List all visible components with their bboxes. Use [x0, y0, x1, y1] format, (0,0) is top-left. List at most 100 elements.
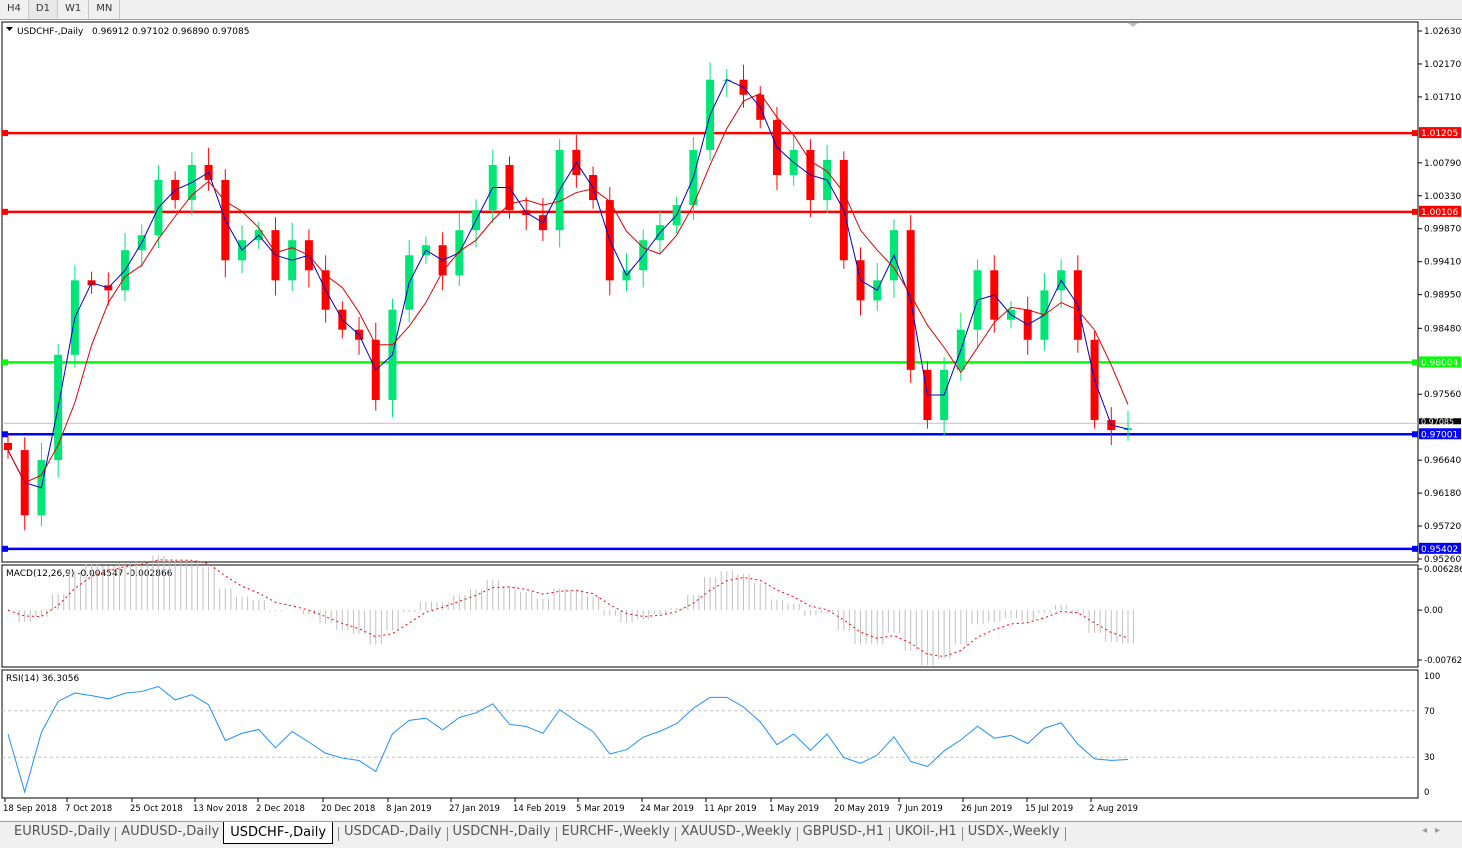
- line-handle: [1412, 208, 1418, 215]
- date-tick-label: 5 Mar 2019: [576, 804, 624, 814]
- line-handle: [2, 431, 8, 438]
- line-handle: [2, 359, 8, 366]
- tab-separator: [446, 827, 448, 841]
- timeframe-toolbar: H4 D1 W1 MN: [0, 0, 1462, 20]
- price-tick-label: 0.99870: [1424, 225, 1461, 235]
- line-handle: [1412, 545, 1418, 552]
- level-price-label: 0.95402: [1421, 545, 1458, 555]
- macd-tick-label: -0.00762: [1424, 656, 1462, 666]
- price-tick-label: 0.98480: [1424, 324, 1461, 334]
- price-tick-label: 0.97560: [1424, 390, 1461, 400]
- date-tick-label: 26 Jun 2019: [961, 804, 1012, 814]
- price-label-bg: [1419, 127, 1461, 139]
- date-tick-label: 2 Aug 2019: [1089, 804, 1138, 814]
- price-tick-label: 0.96180: [1424, 489, 1461, 499]
- chart-tabs: EURUSD-,Daily AUDUSD-,Daily USDCHF-,Daily U…: [0, 821, 1462, 848]
- date-tick-label: 15 Jul 2019: [1025, 804, 1073, 814]
- price-label-bg: [1419, 205, 1461, 217]
- level-price-label: 1.01205: [1421, 129, 1458, 139]
- date-tick-label: 11 Apr 2019: [704, 804, 757, 814]
- macd-header: MACD(12,26,9) -0.004547 -0.002866: [6, 569, 173, 579]
- date-tick-label: 7 Oct 2018: [65, 804, 112, 814]
- bear-candle: [4, 442, 12, 451]
- symbol-header: USDCHF-,Daily: [17, 27, 84, 37]
- date-tick-label: 20 Dec 2018: [321, 804, 375, 814]
- chart-tab[interactable]: XAUUSD-,Weekly: [680, 824, 792, 839]
- main-panel-frame: [1, 21, 1419, 563]
- date-tick-label: 14 Feb 2019: [513, 804, 566, 814]
- tab-separator: [338, 827, 340, 841]
- price-chart[interactable]: 1.02630 1.02170 1.01710 1.00790 1.00330 0.998…: [0, 20, 1462, 820]
- chart-tab[interactable]: USDCAD-,Daily: [344, 824, 442, 839]
- timeframe-h4[interactable]: H4: [0, 0, 29, 19]
- shift-marker-icon: [1128, 23, 1138, 27]
- tab-separator: [115, 827, 117, 841]
- date-tick-label: 2 Dec 2018: [256, 804, 305, 814]
- chart-tab[interactable]: USDCNH-,Daily: [452, 824, 551, 839]
- collapse-triangle-icon: [6, 27, 13, 31]
- chart-tab[interactable]: USDCHF-,Daily: [223, 822, 334, 844]
- current-price-label: 0.97085: [1421, 417, 1454, 426]
- date-tick-label: 24 Mar 2019: [640, 804, 694, 814]
- rsi-panel-frame: [1, 669, 1419, 799]
- chart-tab[interactable]: UKOil-,H1: [895, 824, 957, 839]
- rsi-tick-label: 70: [1424, 707, 1435, 717]
- chart-tab[interactable]: EURUSD-,Daily: [14, 824, 111, 839]
- date-tick-label: 18 Sep 2018: [3, 804, 57, 814]
- price-label-bg: [1419, 428, 1461, 440]
- tab-separator: [555, 827, 557, 841]
- price-tick-label: 1.01710: [1424, 93, 1461, 103]
- level-price-label: 1.00106: [1421, 208, 1458, 218]
- level-price-label: 0.98004: [1421, 358, 1458, 368]
- line-handle: [1412, 431, 1418, 438]
- line-handle: [1412, 359, 1418, 366]
- macd-panel-frame: [1, 564, 1419, 668]
- price-tick-label: 1.02170: [1424, 60, 1461, 70]
- timeframe-d1[interactable]: D1: [28, 0, 58, 19]
- price-tick-label: 0.99410: [1424, 258, 1461, 268]
- price-tick-label: 0.96640: [1424, 456, 1461, 466]
- date-tick-label: 7 Jun 2019: [897, 804, 943, 814]
- macd-tick-label: 0.006286: [1424, 565, 1462, 575]
- price-tick-label: 0.95260: [1424, 555, 1461, 565]
- slow-moving-average-line: [7, 92, 1129, 484]
- chart-tab[interactable]: AUDUSD-,Daily: [121, 824, 220, 839]
- line-handle: [2, 208, 8, 215]
- line-handle: [1412, 130, 1418, 137]
- price-label-bg: [1419, 356, 1461, 368]
- macd-tick-label: 0.00: [1424, 606, 1443, 616]
- tab-separator: [889, 827, 891, 841]
- date-tick-label: 1 May 2019: [769, 804, 819, 814]
- price-tick-label: 0.98950: [1424, 291, 1461, 301]
- rsi-line: [7, 685, 1129, 794]
- ohlc-values: 0.96912 0.97102 0.96890 0.97085: [92, 27, 249, 37]
- date-tick-label: 13 Nov 2018: [193, 804, 247, 814]
- current-price-label-bg: [1419, 418, 1461, 425]
- rsi-tick-label: 100: [1424, 672, 1440, 682]
- date-tick-label: 20 May 2019: [834, 804, 889, 814]
- tab-separator: [796, 827, 798, 841]
- date-tick-label: 8 Jan 2019: [386, 804, 432, 814]
- chart-tab[interactable]: GBPUSD-,H1: [802, 824, 885, 839]
- chart-tab[interactable]: USDX-,Weekly: [967, 824, 1060, 839]
- tab-scroll-arrows-icon[interactable]: ◂▸: [1421, 825, 1448, 836]
- level-price-label: 0.97001: [1421, 430, 1458, 440]
- price-tick-label: 1.02630: [1424, 27, 1461, 37]
- price-tick-label: 1.00790: [1424, 159, 1461, 169]
- timeframe-w1[interactable]: W1: [58, 0, 90, 19]
- tab-separator: [961, 827, 963, 841]
- timeframe-mn[interactable]: MN: [89, 0, 121, 19]
- rsi-header: RSI(14) 36.3056: [6, 674, 79, 684]
- tab-separator: [674, 827, 676, 841]
- price-tick-label: 1.00330: [1424, 192, 1461, 202]
- price-label-bg: [1419, 542, 1461, 554]
- rsi-tick-label: 30: [1424, 753, 1435, 763]
- price-tick-label: 0.95720: [1424, 522, 1461, 532]
- date-tick-label: 27 Jan 2019: [449, 804, 500, 814]
- chart-window[interactable]: 1.02630 1.02170 1.01710 1.00790 1.00330 0.998…: [0, 20, 1462, 820]
- line-handle: [2, 130, 8, 137]
- date-tick-label: 25 Oct 2018: [130, 804, 183, 814]
- fast-moving-average-line: [7, 79, 1129, 489]
- tab-separator: [1064, 827, 1066, 841]
- chart-tab[interactable]: EURCHF-,Weekly: [561, 824, 670, 839]
